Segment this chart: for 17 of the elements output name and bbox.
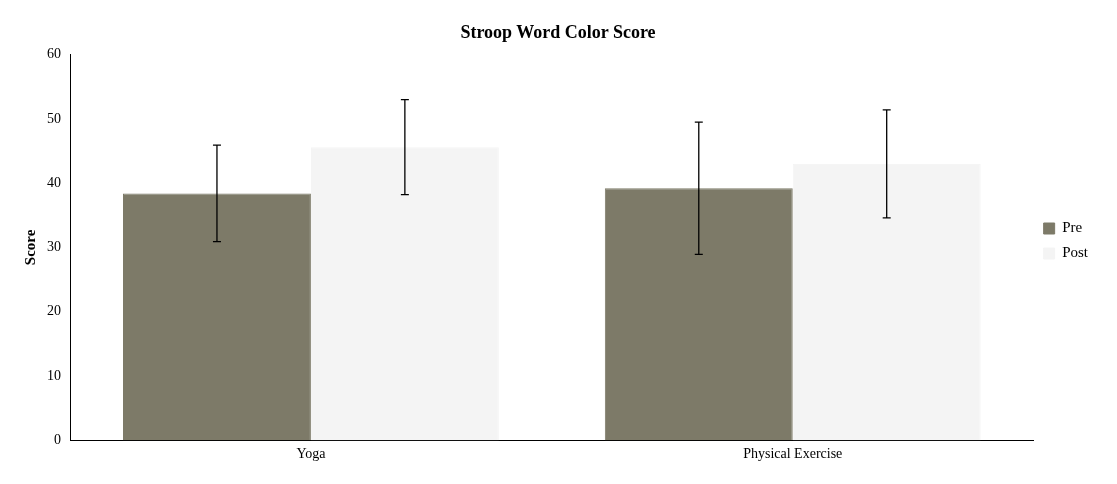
y-tick-label: 30 bbox=[47, 239, 61, 255]
x-tick-label: Yoga bbox=[296, 446, 327, 462]
y-tick-label: 0 bbox=[54, 431, 61, 447]
bar bbox=[123, 193, 311, 441]
y-tick-label: 10 bbox=[47, 367, 61, 383]
legend-label: Pre bbox=[1062, 219, 1083, 236]
y-tick-label: 50 bbox=[47, 110, 61, 126]
bar bbox=[792, 163, 981, 441]
y-tick-label: 60 bbox=[47, 46, 61, 62]
x-tick-label: Physical Exercise bbox=[743, 446, 843, 462]
bar bbox=[310, 147, 499, 441]
legend-label: Post bbox=[1062, 244, 1089, 261]
chart-title: Stroop Word Color Score bbox=[460, 22, 656, 43]
y-tick-label: 40 bbox=[47, 174, 61, 190]
y-axis-title: Score bbox=[21, 229, 38, 266]
y-tick-label: 20 bbox=[47, 303, 61, 319]
bar bbox=[604, 188, 793, 441]
